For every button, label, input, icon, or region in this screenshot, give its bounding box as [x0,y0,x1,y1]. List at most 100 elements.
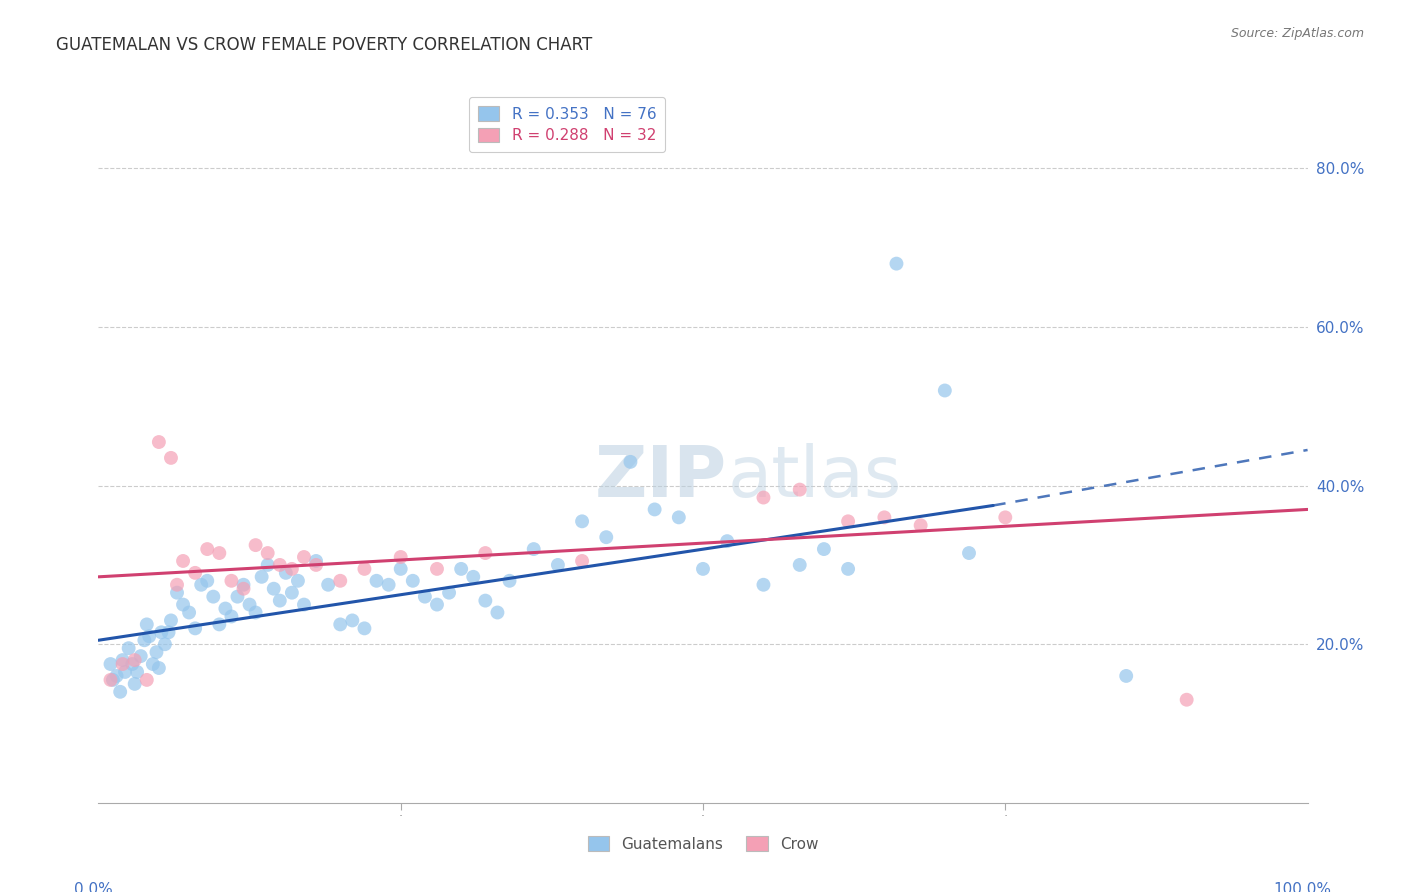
Point [121,657,143,671]
Point [389,549,412,564]
Point [179,606,201,620]
Point [426,562,449,576]
Point [184,566,207,580]
Text: GUATEMALAN VS CROW FEMALE POVERTY CORRELATION CHART: GUATEMALAN VS CROW FEMALE POVERTY CORREL… [56,36,592,54]
Point [101,673,124,687]
Point [498,574,520,588]
Point [437,585,460,599]
Point [108,685,131,699]
Point [813,542,835,557]
Point [595,530,617,544]
Point [281,562,304,576]
Point [166,585,188,599]
Point [668,510,690,524]
Point [214,601,236,615]
Point [148,435,170,450]
Point [263,582,285,596]
Point [463,570,485,584]
Point [256,546,278,560]
Point [135,617,157,632]
Point [245,606,267,620]
Point [366,574,388,588]
Point [118,641,141,656]
Text: 100.0%: 100.0% [1274,882,1331,892]
Point [619,455,641,469]
Point [142,657,165,671]
Point [221,574,243,588]
Point [134,633,156,648]
Point [426,598,449,612]
Point [292,549,315,564]
Point [145,645,167,659]
Point [316,578,339,592]
Point [172,598,194,612]
Point [256,558,278,572]
Point [269,558,291,572]
Point [138,629,160,643]
Point [353,621,375,635]
Point [292,598,315,612]
Point [195,542,218,557]
Point [100,673,122,687]
Point [129,649,152,664]
Point [329,617,352,632]
Point [752,491,775,505]
Point [994,510,1017,524]
Point [232,578,254,592]
Point [195,574,218,588]
Point [329,574,352,588]
Point [305,554,328,568]
Point [226,590,249,604]
Point [353,562,375,576]
Point [837,562,859,576]
Point [789,483,811,497]
Point [114,665,136,679]
Point [789,558,811,572]
Point [1115,669,1137,683]
Point [202,590,225,604]
Point [172,554,194,568]
Point [571,514,593,528]
Point [305,558,328,572]
Point [287,574,309,588]
Point [245,538,267,552]
Point [105,669,128,683]
Point [221,609,243,624]
Point [124,653,146,667]
Point [342,614,364,628]
Point [166,578,188,592]
Point [111,657,134,671]
Point [873,510,896,524]
Point [184,621,207,635]
Point [239,598,262,612]
Point [160,614,183,628]
Point [377,578,399,592]
Point [837,514,859,528]
Point [148,661,170,675]
Point [269,593,291,607]
Point [450,562,472,576]
Point [886,257,908,271]
Point [389,562,412,576]
Point [1175,692,1198,706]
Point [281,585,304,599]
Point [208,617,231,632]
Point [934,384,956,398]
Point [274,566,297,580]
Point [474,546,496,560]
Point [100,657,122,671]
Point [160,450,183,465]
Point [157,625,180,640]
Point [523,542,546,557]
Point [644,502,666,516]
Point [692,562,714,576]
Text: atlas: atlas [727,443,901,512]
Point [402,574,425,588]
Text: ZIP: ZIP [595,443,727,512]
Point [910,518,932,533]
Point [413,590,436,604]
Point [232,582,254,596]
Text: Source: ZipAtlas.com: Source: ZipAtlas.com [1230,27,1364,40]
Point [124,677,146,691]
Point [486,606,509,620]
